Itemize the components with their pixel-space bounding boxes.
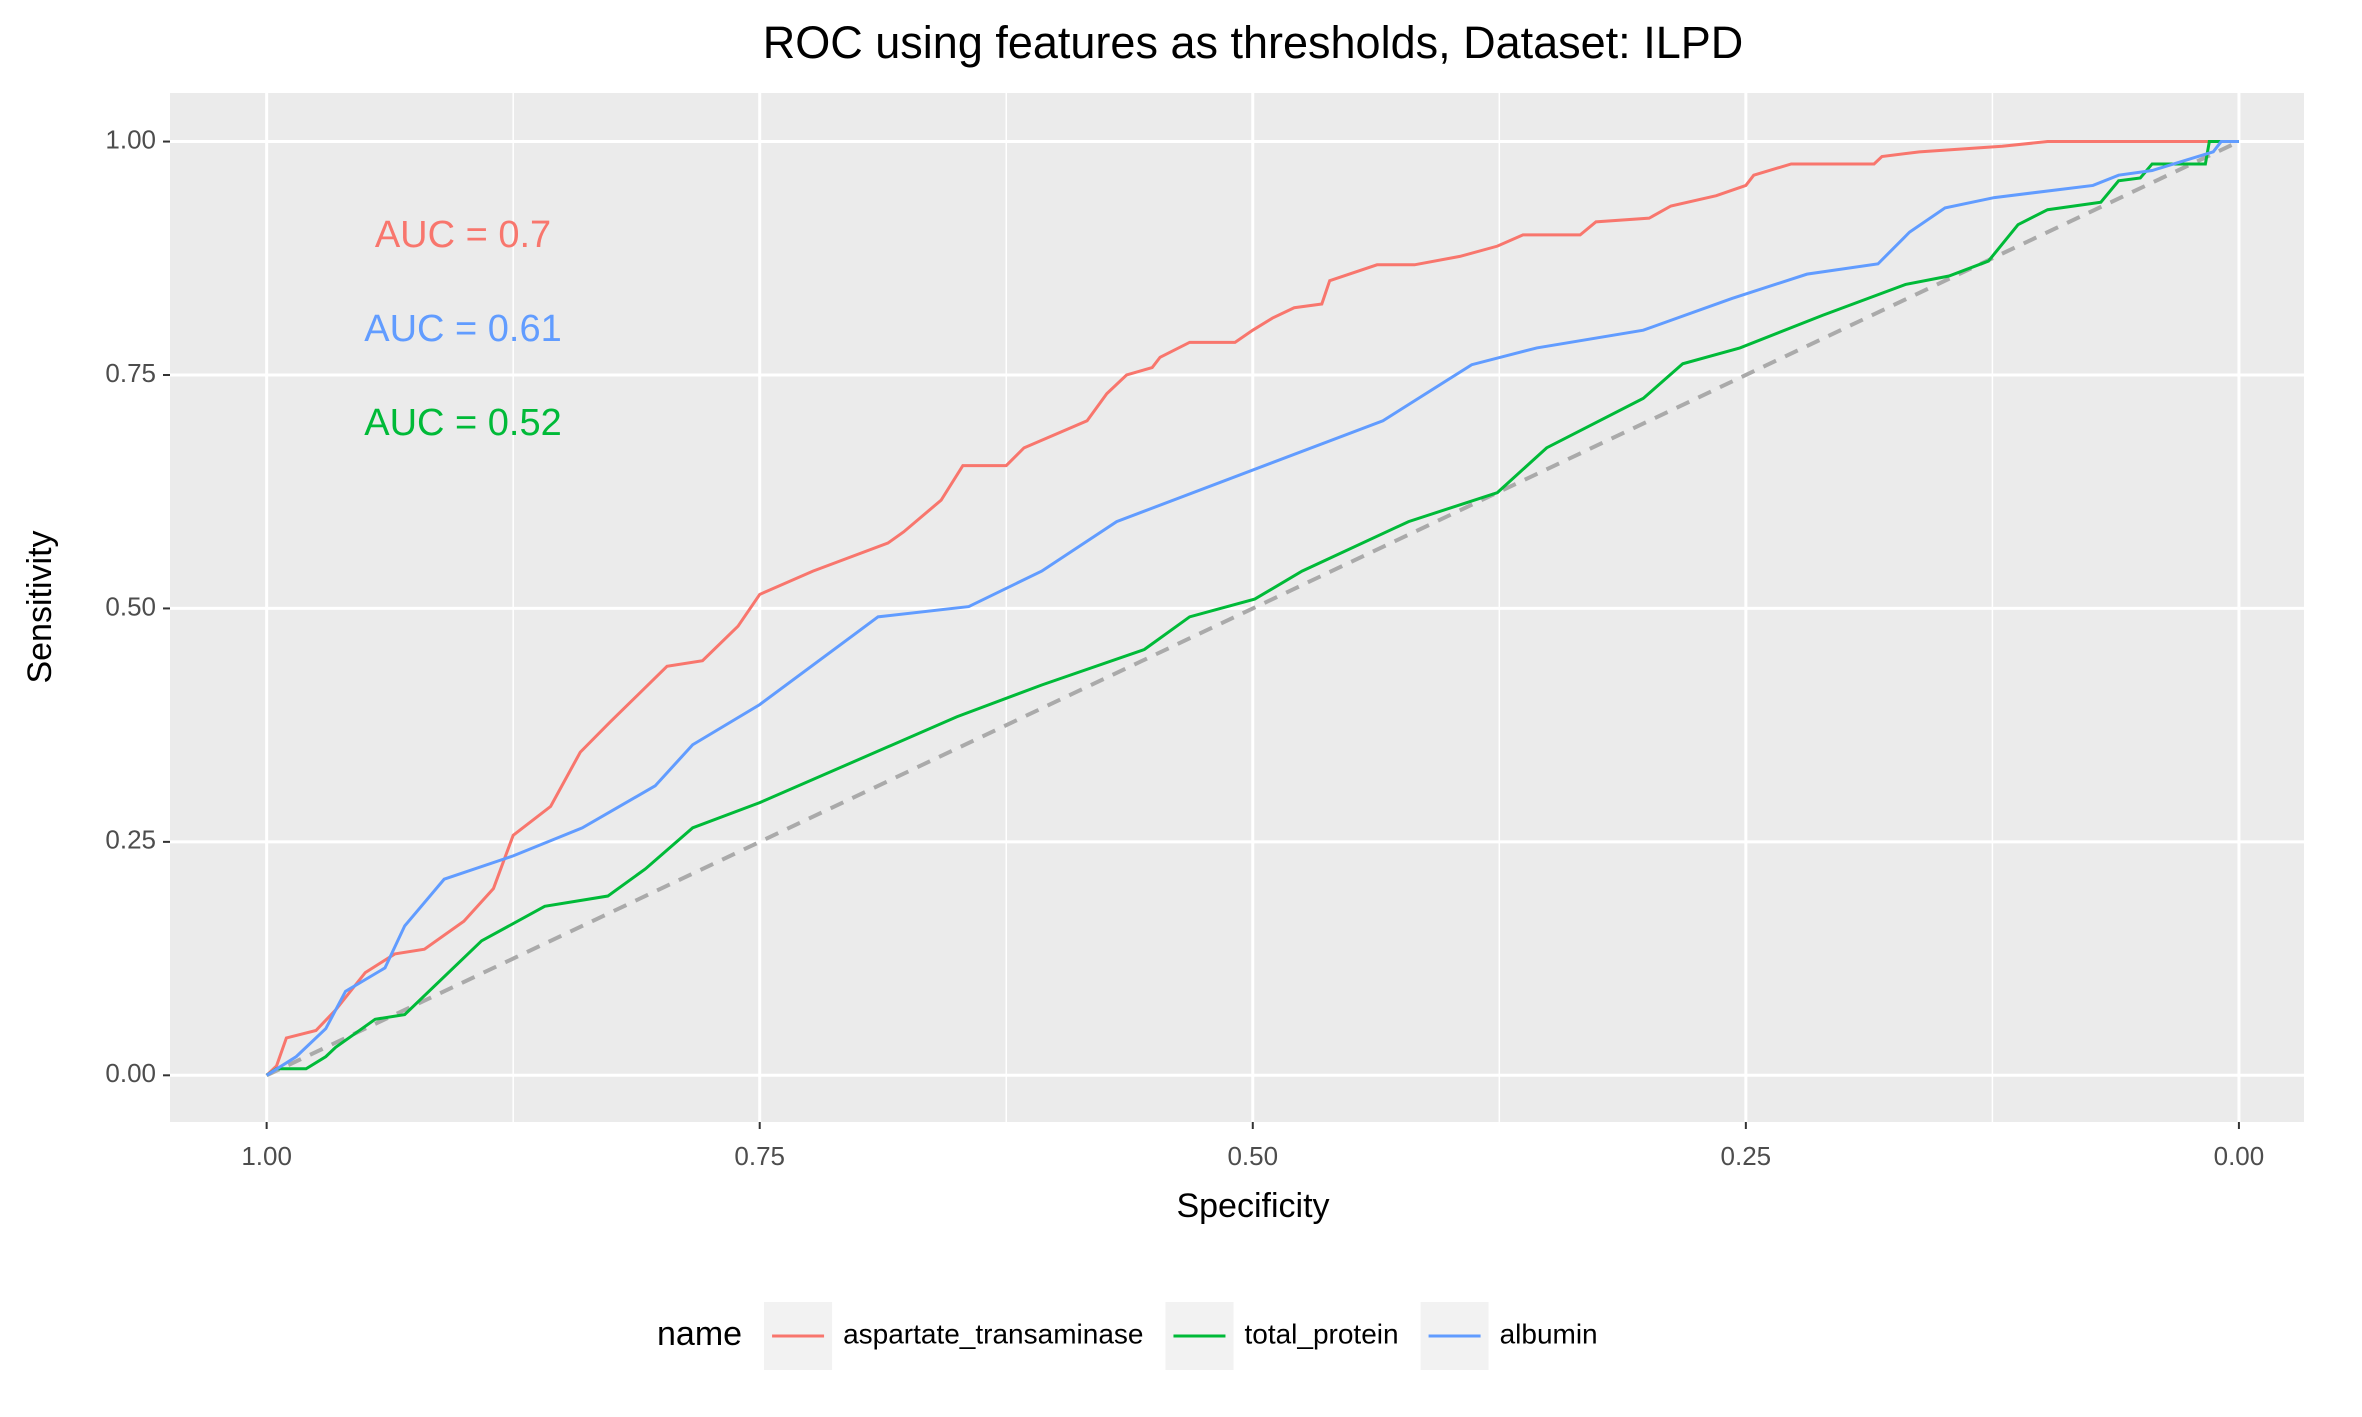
x-axis-title: Specificity xyxy=(1176,1187,1329,1225)
auc-annotation: AUC = 0.61 xyxy=(364,308,562,350)
roc-line xyxy=(265,140,2239,1077)
roc-line xyxy=(265,140,2239,1077)
reference-diagonal xyxy=(265,139,2240,1078)
x-tick-label: 1.00 xyxy=(241,1141,292,1171)
x-tick-label: 0.00 xyxy=(2214,1141,2265,1171)
auc-annotation: AUC = 0.52 xyxy=(364,402,562,444)
x-tick-label: 0.75 xyxy=(734,1141,785,1171)
y-axis-title: Sensitivity xyxy=(21,530,59,683)
chart-title: ROC using features as thresholds, Datase… xyxy=(763,17,1743,68)
y-tick-label: 1.00 xyxy=(105,124,156,154)
x-tick-label: 0.25 xyxy=(1721,1141,1772,1171)
roc-line xyxy=(265,140,2239,1077)
legend-label: albumin xyxy=(1500,1318,1598,1349)
legend-title: name xyxy=(657,1315,742,1353)
legend-label: aspartate_transaminase xyxy=(843,1318,1143,1349)
auc-annotation: AUC = 0.7 xyxy=(375,214,551,256)
x-tick-label: 0.50 xyxy=(1227,1141,1278,1171)
y-tick-label: 0.25 xyxy=(105,825,156,855)
y-tick-label: 0.50 xyxy=(105,591,156,621)
y-tick-label: 0.00 xyxy=(105,1058,156,1088)
legend-label: total_protein xyxy=(1244,1318,1398,1349)
y-tick-label: 0.75 xyxy=(105,358,156,388)
